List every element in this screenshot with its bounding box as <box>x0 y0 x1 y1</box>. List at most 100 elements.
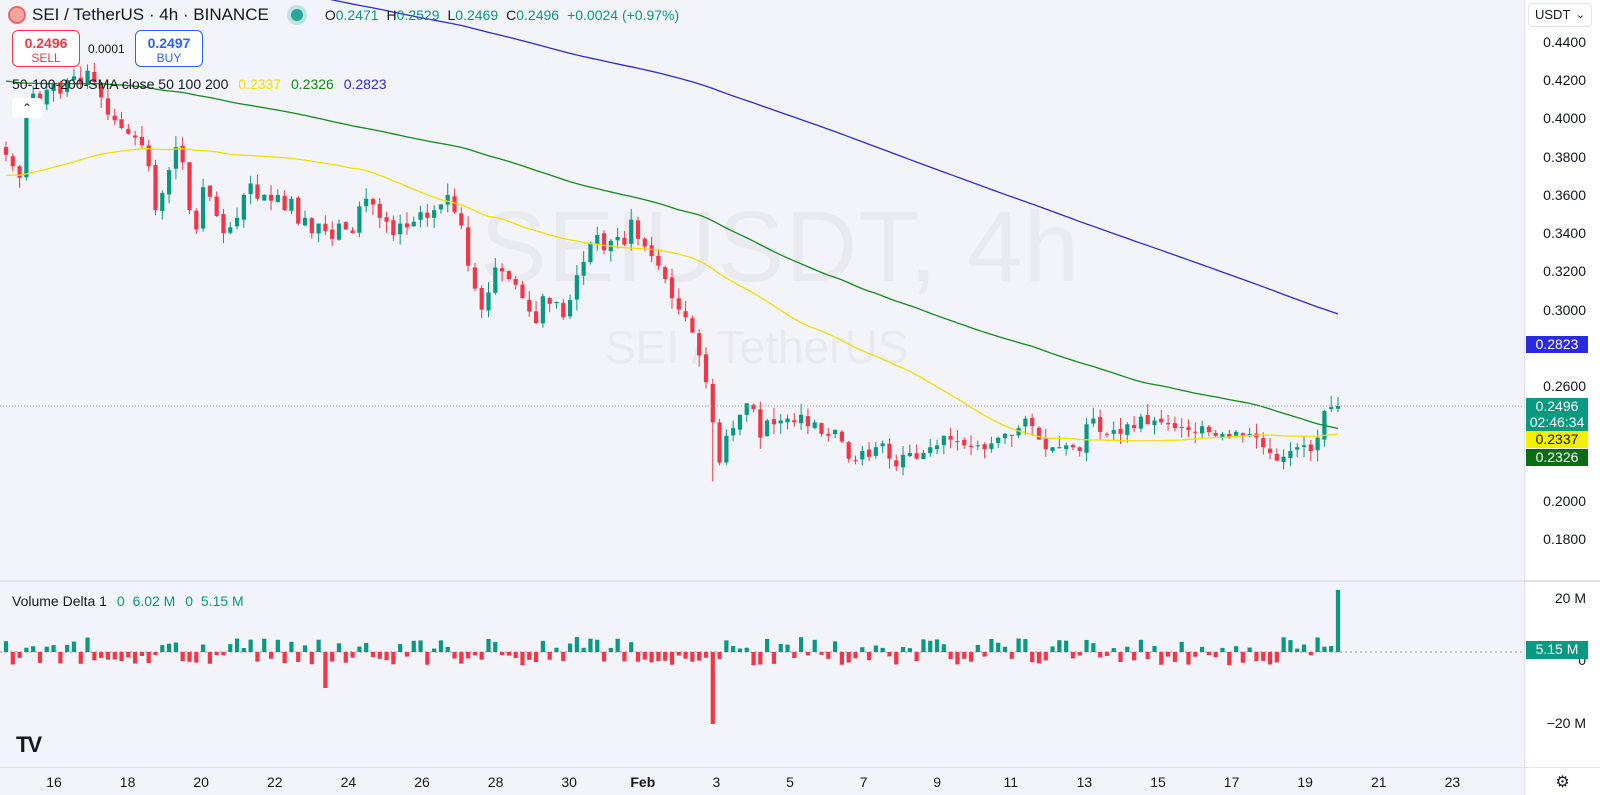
volume-delta-bar <box>112 652 117 660</box>
buy-button[interactable]: 0.2497 BUY <box>135 30 203 67</box>
candle-body <box>846 442 851 459</box>
candle-body <box>398 223 403 235</box>
volume-delta-pane[interactable] <box>0 582 1524 767</box>
pane-separator[interactable] <box>0 580 1600 582</box>
sma100-line <box>5 80 1339 430</box>
volume-delta-bar <box>1057 640 1062 652</box>
volume-delta-bar <box>975 644 980 652</box>
candle-body <box>133 135 138 138</box>
candle-body <box>78 77 83 85</box>
candle-body <box>418 212 423 220</box>
volume-delta-bar <box>567 643 573 652</box>
volume-delta-bar <box>51 645 56 652</box>
time-axis-label: 7 <box>859 774 868 790</box>
volume-delta-bar <box>832 641 838 652</box>
candle-body <box>1111 430 1116 434</box>
candle-body <box>697 333 702 356</box>
volume-delta-bar <box>996 642 1001 652</box>
sma-indicator-legend[interactable]: 50-100-200-SMA close 50 100 200 0.2337 0… <box>12 76 393 92</box>
volume-delta-bar <box>1111 648 1116 652</box>
volume-delta-bar <box>479 652 484 660</box>
candle-body <box>601 233 607 251</box>
volume-delta-bar <box>1125 646 1130 652</box>
price-axis-label: 0.3800 <box>1543 148 1586 165</box>
candle-body <box>302 217 308 226</box>
volume-delta-bar <box>540 640 545 652</box>
candle-body <box>914 453 919 459</box>
volume-delta-bar <box>588 638 593 652</box>
candle-body <box>99 82 104 98</box>
candle-body <box>554 301 559 303</box>
candle-body <box>765 420 770 437</box>
volume-axis-label: −20 M <box>1546 715 1586 731</box>
volume-delta-bar <box>561 652 566 662</box>
last-price: 0.2496 <box>1535 398 1579 414</box>
candle-body <box>527 299 532 312</box>
price-axis[interactable]: 0.4400 0.4200 0.4000 0.3800 0.3600 0.3400 0.32… <box>1524 0 1600 580</box>
tradingview-logo-icon[interactable]: TV <box>16 732 42 757</box>
volume-delta-bar <box>411 640 416 652</box>
candle-body <box>649 245 654 257</box>
volume-delta-bar <box>1064 640 1069 652</box>
candle-body <box>105 98 111 115</box>
price-axis-label: 0.4400 <box>1543 34 1586 50</box>
candle-body <box>1145 415 1150 425</box>
volume-delta-bar <box>268 652 274 659</box>
candle-body <box>445 194 450 205</box>
candle-body <box>166 170 172 195</box>
symbol-title[interactable]: SEI / TetherUS · 4h · BINANCE <box>32 5 269 24</box>
candle-body <box>805 416 811 427</box>
time-axis[interactable]: 16 18 20 22 24 26 28 30 Feb 3 5 7 9 11 13 15 17 19 21 23 <box>0 767 1524 795</box>
volume-delta-bar <box>1240 652 1245 663</box>
currency-select[interactable]: USDT ⌄ <box>1528 3 1592 27</box>
candle-body <box>826 433 831 436</box>
symbol-header: SEI / TetherUS · 4h · BINANCE O0.2471 H0… <box>8 4 679 26</box>
volume-delta-bar <box>302 645 308 652</box>
price-axis-label: 0.1800 <box>1543 531 1586 547</box>
candle-body <box>717 422 722 463</box>
candle-body <box>683 311 688 318</box>
volume-delta-bar <box>737 648 743 652</box>
price-axis-label: 0.3000 <box>1543 301 1586 318</box>
volume-delta-bar <box>1016 638 1021 652</box>
volume-delta-bar <box>1227 652 1232 666</box>
candle-body <box>758 409 763 438</box>
volume-delta-bar <box>459 652 464 664</box>
candle-body <box>384 217 389 222</box>
candle-body <box>778 420 783 424</box>
candle-body <box>520 284 525 299</box>
time-axis-label: 20 <box>193 774 209 790</box>
candle-body <box>533 311 539 323</box>
volume-delta-bar <box>1254 652 1259 662</box>
volume-delta-legend[interactable]: Volume Delta 1 0 6.02 M 0 5.15 M <box>12 593 244 609</box>
collapse-legend-button[interactable]: ⌃ <box>12 98 42 118</box>
candle-body <box>513 279 518 285</box>
time-axis-label: 18 <box>119 774 136 790</box>
volume-axis[interactable]: 20 M 0 −20 M <box>1524 582 1600 767</box>
candle-body <box>17 166 22 178</box>
price-axis-label: 0.3200 <box>1543 263 1586 280</box>
watermark-name: SEI / TetherUS <box>605 321 909 373</box>
candle-body <box>690 318 695 333</box>
candle-body <box>669 277 675 299</box>
price-chart-pane[interactable]: SEIUSDT, 4h SEI / TetherUS <box>0 0 1524 580</box>
time-axis-label: 28 <box>487 774 504 790</box>
candle-body <box>907 452 912 457</box>
candle-body <box>119 119 124 129</box>
volume-delta-bar <box>282 652 287 664</box>
volume-delta-bar <box>669 652 675 665</box>
volume-delta-bar <box>398 644 403 652</box>
candle-body <box>146 145 151 167</box>
candle-body <box>1050 447 1055 452</box>
chart-settings-button[interactable]: ⚙ <box>1524 767 1600 795</box>
time-axis-label: 22 <box>267 774 283 790</box>
volume-delta-bar <box>799 637 804 652</box>
candle-body <box>1030 418 1035 427</box>
ohlc-open: O0.2471 <box>324 7 379 23</box>
volume-delta-bar <box>819 652 824 655</box>
volume-delta-bar <box>370 652 376 658</box>
sell-button[interactable]: 0.2496 SELL <box>12 30 80 67</box>
candle-body <box>839 431 845 442</box>
candle-body <box>452 196 457 213</box>
candle-body <box>364 198 369 207</box>
